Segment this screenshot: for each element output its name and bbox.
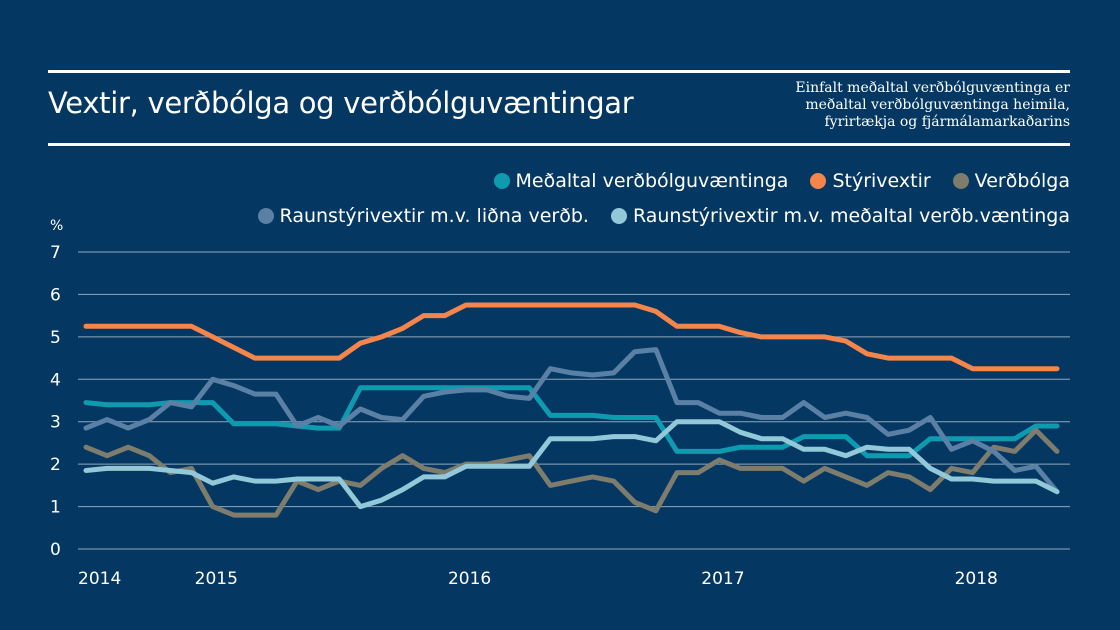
x-tick-label: 2014 — [78, 569, 121, 589]
y-tick-label: 7 — [50, 243, 61, 263]
series-line-4 — [83, 419, 1060, 510]
series-line-1 — [83, 302, 1060, 372]
chart-title: Vextir, verðbólga og verðbólguvæntingar — [48, 86, 634, 120]
legend-dot-icon — [257, 208, 274, 224]
y-axis-unit-label: % — [50, 218, 63, 234]
gridlines — [78, 251, 1070, 550]
title-top-rule — [48, 70, 1070, 73]
legend-row-1: Meðaltal verðbólguvæntinga Stýrivextir V… — [472, 170, 1070, 192]
x-tick-label: 2015 — [195, 569, 238, 589]
legend-item-raun-lidna: Raunstýrivextir m.v. liðna verðb. — [257, 205, 589, 227]
legend-label: Raunstýrivextir m.v. liðna verðb. — [279, 205, 589, 227]
subtitle-line: meðaltal verðbólguvæntinga heimila, — [805, 97, 1070, 113]
y-axis-ticks: 0 1 2 3 4 5 6 7 — [50, 243, 61, 560]
series-line-3 — [83, 347, 1060, 495]
x-tick-label: 2016 — [448, 569, 491, 589]
y-tick-label: 5 — [50, 328, 61, 348]
y-tick-label: 3 — [50, 413, 61, 433]
y-tick-label: 1 — [50, 498, 61, 518]
legend-dot-icon — [810, 173, 827, 189]
y-tick-label: 4 — [50, 370, 61, 390]
series-lines — [83, 302, 1060, 518]
title-bottom-rule — [48, 143, 1070, 146]
y-tick-label: 2 — [50, 455, 61, 475]
legend-dot-icon — [493, 173, 510, 189]
legend-label: Stýrivextir — [832, 170, 931, 192]
legend-item-verdbolga: Verðbólga — [952, 170, 1070, 192]
legend-item-styrivextir: Stýrivextir — [810, 170, 931, 192]
chart-subtitle: Einfalt meðaltal verðbólguvæntinga er me… — [730, 80, 1070, 131]
subtitle-line: fyrirtækja og fjármálamarkaðarins — [824, 114, 1071, 130]
legend-dot-icon — [610, 208, 627, 224]
legend-label: Verðbólga — [974, 170, 1070, 192]
legend-label: Raunstýrivextir m.v. meðaltal verðb.vænt… — [632, 205, 1070, 227]
series-line-2 — [83, 427, 1060, 518]
legend-item-medaltal: Meðaltal verðbólguvæntinga — [493, 170, 789, 192]
legend-item-raun-medaltal: Raunstýrivextir m.v. meðaltal verðb.vænt… — [610, 205, 1070, 227]
subtitle-line: Einfalt meðaltal verðbólguvæntinga er — [795, 80, 1070, 96]
legend-label: Meðaltal verðbólguvæntinga — [515, 170, 789, 192]
x-tick-label: 2018 — [955, 569, 998, 589]
x-axis-ticks: 2014 2015 2016 2017 2018 — [78, 569, 998, 589]
series-line-0 — [83, 385, 1060, 459]
legend-row-2: Raunstýrivextir m.v. liðna verðb. Raunst… — [236, 205, 1070, 227]
legend-dot-icon — [952, 173, 969, 189]
y-tick-label: 6 — [50, 285, 61, 305]
y-tick-label: 0 — [50, 540, 61, 560]
x-tick-label: 2017 — [701, 569, 744, 589]
